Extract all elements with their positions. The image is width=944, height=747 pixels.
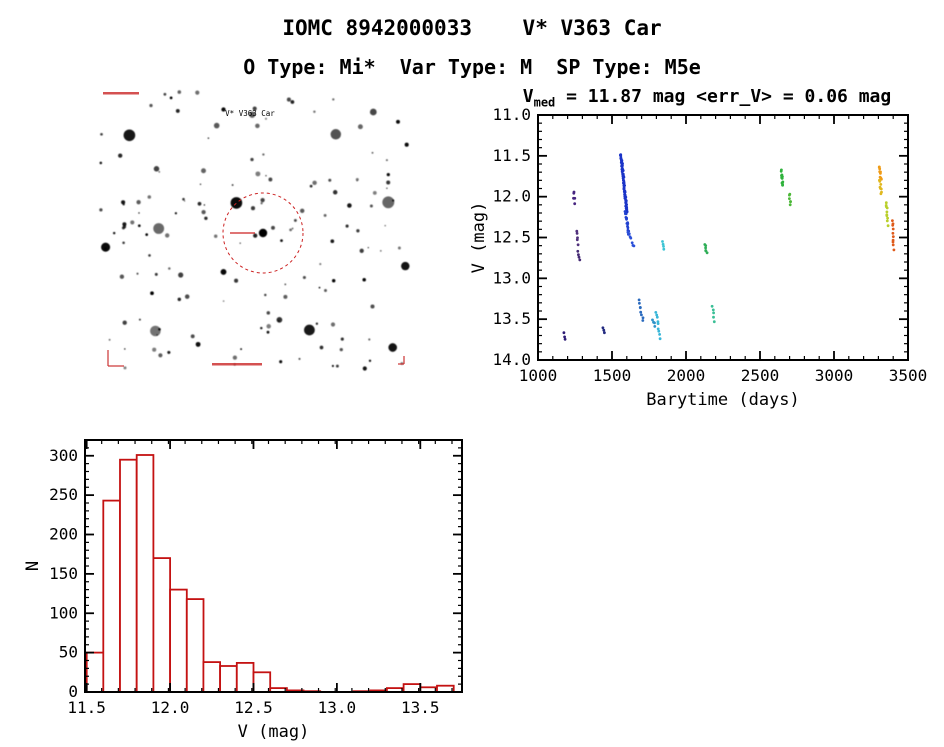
star-field-stars — [99, 90, 410, 371]
y-tick-label: 13.0 — [492, 268, 531, 287]
x-tick-label: 13.5 — [401, 698, 440, 717]
target-star — [258, 228, 268, 238]
bottom-annotation — [212, 363, 262, 366]
x-tick-label: 3000 — [815, 366, 854, 385]
y-tick-label: 100 — [49, 603, 78, 622]
x-tick-label: 2000 — [667, 366, 706, 385]
page-title: IOMC 8942000033 V* V363 Car — [282, 16, 662, 40]
y-axis-label: V (mag) — [469, 202, 489, 274]
page-subtitle: O Type: Mi* Var Type: M SP Type: M5e — [243, 55, 701, 79]
finding-chart-star-label: V* V363 Car — [225, 109, 275, 118]
y-tick-label: 12.5 — [492, 228, 531, 247]
x-axis-label: V (mag) — [238, 722, 310, 742]
lc-title-values: = 11.87 mag <err_V> = 0.06 mag — [555, 86, 892, 107]
y-tick-label: 250 — [49, 485, 78, 504]
lc-title-v: V — [522, 86, 534, 107]
y-tick-label: 12.0 — [492, 187, 531, 206]
axes: 11.5 12.0 12.5 13.0 13.5 0 50 100 150 200 250 300 V … — [23, 439, 463, 742]
x-tick-label: 11.5 — [67, 698, 106, 717]
x-tick-label: 3500 — [889, 366, 928, 385]
x-tick-label: 12.5 — [234, 698, 273, 717]
x-tick-label: 1000 — [519, 366, 558, 385]
axes: 1000 1500 2000 2500 3000 3500 11.0 11.5 12.0 12.5… — [469, 105, 927, 410]
y-tick-label: 150 — [49, 564, 78, 583]
light-curve-chart: 1000 1500 2000 2500 3000 3500 11.0 11.5 12.0 12.5… — [469, 105, 927, 410]
y-axis-label: N — [23, 561, 43, 571]
y-tick-label: 11.0 — [492, 105, 531, 124]
x-tick-label: 12.0 — [151, 698, 190, 717]
target-marker — [222, 192, 304, 274]
light-curve-title: Vmed = 11.87 mag <err_V> = 0.06 mag — [470, 86, 944, 110]
y-tick-label: 200 — [49, 525, 78, 544]
histogram-chart: 11.5 12.0 12.5 13.0 13.5 0 50 100 150 200 250 300 V … — [23, 439, 463, 742]
x-tick-label: 1500 — [593, 366, 632, 385]
y-tick-label: 300 — [49, 446, 78, 465]
star-field-image: V* V363 Car — [99, 90, 410, 371]
light-curve-points — [562, 153, 896, 341]
top-left-annotation — [103, 92, 139, 95]
histogram-bars — [85, 454, 455, 693]
lc-title-med-subscript: med — [533, 95, 556, 110]
compass-marks — [107, 350, 405, 367]
y-tick-label: 13.5 — [492, 309, 531, 328]
finding-chart-annotations — [103, 92, 262, 366]
x-tick-label: 13.0 — [318, 698, 357, 717]
y-tick-label: 50 — [59, 643, 78, 662]
target-marker-circle — [222, 192, 304, 274]
y-tick-label: 11.5 — [492, 146, 531, 165]
y-tick-label: 14.0 — [492, 350, 531, 369]
y-tick-label: 0 — [68, 682, 78, 701]
x-tick-label: 2500 — [741, 366, 780, 385]
x-axis-label: Barytime (days) — [646, 390, 800, 410]
